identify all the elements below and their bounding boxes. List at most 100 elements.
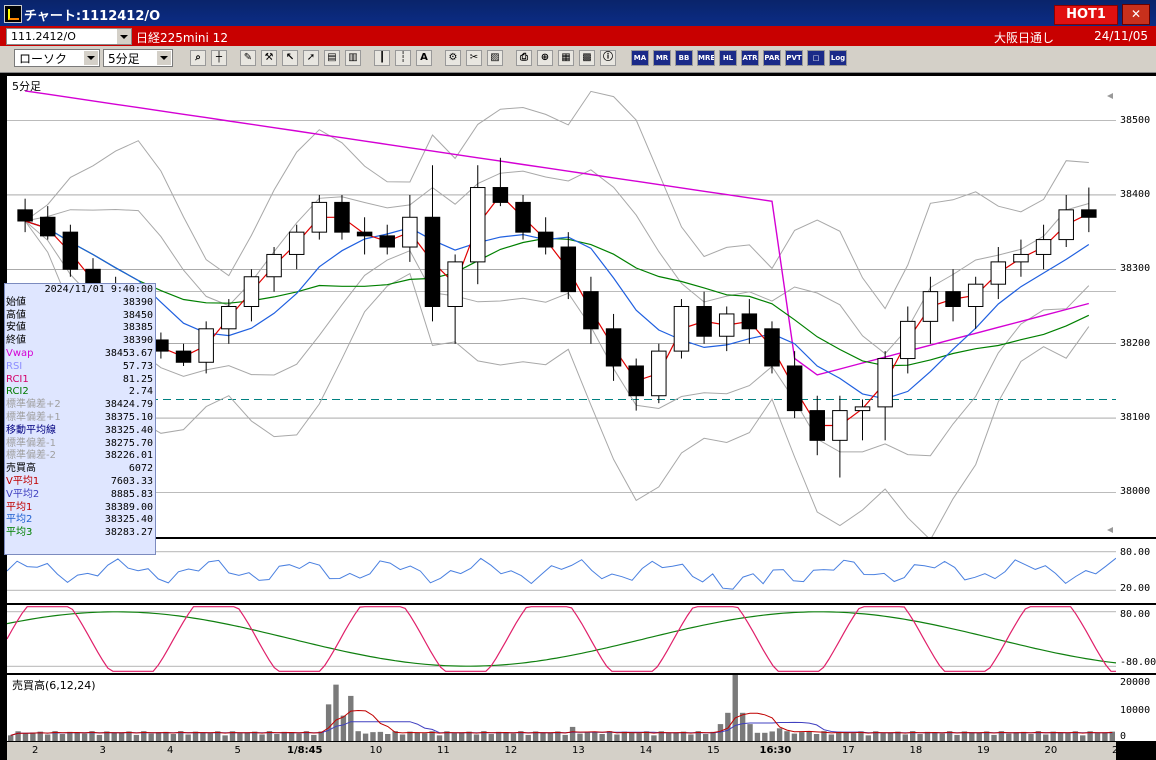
- bar2-icon[interactable]: ┆: [395, 50, 411, 66]
- wrench-icon[interactable]: ✂: [466, 50, 482, 66]
- cursor-icon[interactable]: ↖: [282, 50, 298, 66]
- axis-tick-label: 80.00: [1120, 547, 1151, 558]
- candle-body: [832, 410, 848, 441]
- volume-bar: [666, 733, 672, 741]
- time-tick-label: 19: [977, 745, 990, 756]
- volume-bar: [629, 732, 635, 741]
- info-icon[interactable]: ⓘ: [600, 50, 616, 66]
- ohlc-value: 38325.40: [104, 514, 153, 526]
- volume-bar: [924, 731, 931, 741]
- volume-bar: [266, 731, 273, 741]
- chevron-down-icon[interactable]: [84, 51, 98, 65]
- info-bar: 111.2412/O 日経225mini 12 大阪日通し 24/11/05: [0, 26, 1156, 46]
- volume-bar: [481, 731, 487, 741]
- candle-body: [990, 261, 1007, 285]
- volume-bar: [444, 731, 450, 741]
- palette-icon[interactable]: ▨: [487, 50, 503, 66]
- volume-bar: [422, 733, 428, 741]
- indicator-button-1[interactable]: MR: [653, 50, 671, 66]
- bar-icon[interactable]: ┃: [374, 50, 390, 66]
- all-button[interactable]: A: [416, 50, 432, 66]
- volume-bar: [1035, 731, 1042, 741]
- volume-bar: [96, 734, 103, 741]
- candle-body: [470, 187, 486, 263]
- candle-body: [877, 358, 893, 408]
- trash-icon[interactable]: ▥: [345, 50, 361, 66]
- hot-button[interactable]: HOT1: [1054, 5, 1118, 25]
- tool-icon[interactable]: ⚒: [261, 50, 277, 66]
- volume-bar: [229, 731, 236, 741]
- volume-panel-label: 売買高(6,12,24): [12, 679, 96, 692]
- time-tick-label: 2: [32, 745, 39, 756]
- volume-bar: [333, 684, 339, 741]
- rci-axis: 80.00 -80.00: [1116, 605, 1156, 673]
- indicator-button-9[interactable]: Log: [829, 50, 847, 66]
- volume-bar: [732, 675, 738, 741]
- volume-bar: [288, 732, 295, 741]
- ohlc-key: 移動平均線: [6, 424, 56, 436]
- ohlc-value: 8885.83: [110, 488, 153, 500]
- print-icon[interactable]: ⎙: [516, 50, 532, 66]
- interval-select[interactable]: 5分足: [103, 49, 173, 67]
- chart-icon[interactable]: ▦: [558, 50, 574, 66]
- close-button[interactable]: ✕: [1122, 4, 1150, 25]
- indicator-button-5[interactable]: ATR: [741, 50, 759, 66]
- rsi-panel[interactable]: [7, 539, 1116, 603]
- volume-bar: [170, 734, 177, 741]
- memo-icon[interactable]: ▤: [324, 50, 340, 66]
- symbol-code: 111.2412/O: [11, 30, 76, 43]
- indicator-button-2[interactable]: BB: [675, 50, 693, 66]
- ohlc-row: Vwap 38453.67: [5, 348, 155, 361]
- volume-bar: [244, 732, 250, 741]
- search-icon[interactable]: ⌕: [190, 50, 206, 66]
- volume-bar: [976, 732, 982, 741]
- rci-panel[interactable]: [7, 605, 1116, 673]
- volume-bar: [547, 732, 554, 741]
- volume-bar: [1043, 734, 1049, 741]
- volume-bar: [1080, 735, 1086, 741]
- volume-bar: [155, 732, 162, 741]
- chevron-down-icon[interactable]: [117, 29, 131, 44]
- indicator-button-6[interactable]: PAR: [763, 50, 781, 66]
- time-tick-label: 5: [234, 745, 241, 756]
- ohlc-key: V平均1: [6, 475, 40, 487]
- symbol-code-select[interactable]: 111.2412/O: [6, 28, 132, 45]
- time-tick-label: 13: [572, 745, 585, 756]
- pen-icon[interactable]: ✎: [240, 50, 256, 66]
- volume-bar: [939, 733, 945, 741]
- zoom-icon[interactable]: ⊕: [537, 50, 553, 66]
- indicator-button-3[interactable]: MRE: [697, 50, 715, 66]
- volume-bar: [806, 731, 812, 741]
- volume-bar: [858, 731, 864, 741]
- candle-body: [175, 350, 192, 363]
- volume-bar: [680, 731, 687, 741]
- ohlc-row: 始値 38390: [5, 297, 155, 310]
- ohlc-value: 38283.27: [104, 527, 153, 539]
- app-icon: [4, 5, 22, 23]
- gear-icon[interactable]: ⚙: [445, 50, 461, 66]
- volume-bar: [52, 731, 58, 741]
- volume-bar: [606, 731, 613, 741]
- arrow-icon[interactable]: ➚: [303, 50, 319, 66]
- grid-icon[interactable]: ▩: [579, 50, 595, 66]
- indicator-button-0[interactable]: MA: [631, 50, 649, 66]
- volume-bar: [769, 731, 775, 741]
- rci1-line: [7, 606, 1116, 672]
- volume-bar: [89, 731, 95, 741]
- crosshair-icon[interactable]: ┼: [211, 50, 227, 66]
- volume-bar: [599, 734, 605, 741]
- indicator-button-7[interactable]: PVT: [785, 50, 803, 66]
- axis-tick-label: 10000: [1120, 705, 1151, 716]
- price-panel[interactable]: 5分足: [7, 76, 1116, 537]
- indicator-button-4[interactable]: HL: [719, 50, 737, 66]
- indicator-button-8[interactable]: □: [807, 50, 825, 66]
- volume-bar: [717, 724, 724, 741]
- candle-body: [221, 306, 237, 330]
- ohlc-key: RCI2: [6, 386, 29, 398]
- chart-type-select[interactable]: ローソク: [14, 49, 100, 67]
- volume-bar: [843, 732, 849, 741]
- volume-bar: [1109, 731, 1115, 741]
- volume-panel[interactable]: 売買高(6,12,24): [7, 675, 1116, 741]
- chevron-down-icon[interactable]: [157, 51, 171, 65]
- volume-bar: [725, 712, 731, 741]
